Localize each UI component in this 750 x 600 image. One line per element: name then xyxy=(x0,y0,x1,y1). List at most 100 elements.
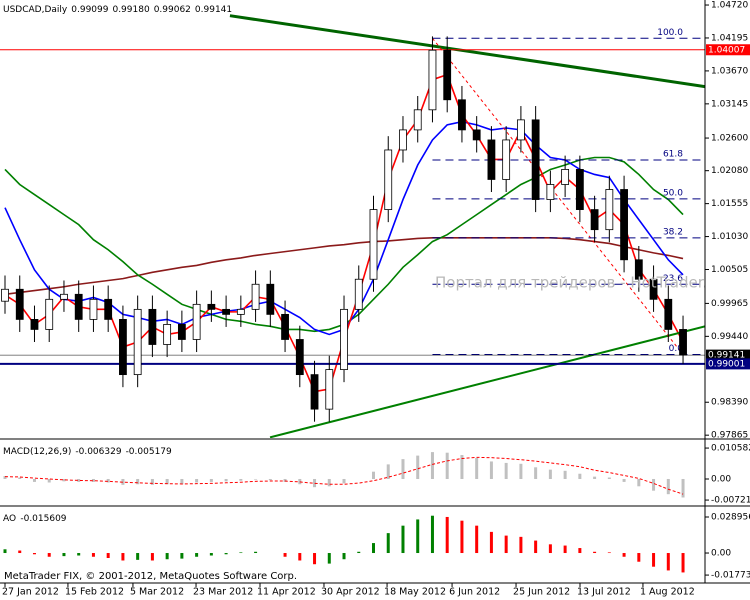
candle-body xyxy=(310,374,319,410)
candle-body xyxy=(590,209,599,231)
ao-bar xyxy=(430,515,434,554)
symbol-header: USDCAD,Daily 0.99099 0.99180 0.99062 0.99141 xyxy=(3,5,232,15)
macd-bar xyxy=(372,471,375,479)
macd-bar xyxy=(416,455,420,479)
fibo-label: 61.8 xyxy=(663,150,683,160)
candle-body xyxy=(1,288,9,302)
ao-bar xyxy=(666,553,670,571)
macd-bar xyxy=(209,478,213,482)
macd-bar xyxy=(342,478,346,484)
x-tick-label: 30 Apr 2012 xyxy=(321,587,380,598)
macd-bar xyxy=(534,467,538,479)
ohlc-open: 0.99099 xyxy=(71,5,108,15)
macd-bar xyxy=(121,478,125,485)
price-box xyxy=(706,349,750,361)
ao-bar xyxy=(578,548,582,554)
ao-bar xyxy=(62,553,66,557)
candle-body xyxy=(60,293,68,300)
macd-value: -0.006329 xyxy=(75,447,121,457)
ao-bar xyxy=(283,553,287,557)
ao-bar xyxy=(106,553,110,558)
macd-bar xyxy=(77,478,81,482)
ao-bar xyxy=(534,540,538,554)
candle-body xyxy=(222,308,231,315)
ao-bar xyxy=(342,553,346,560)
candle-body xyxy=(575,169,584,210)
y-tick-label: 0.99440 xyxy=(711,332,748,342)
candle-body xyxy=(384,149,393,210)
ao-bar xyxy=(681,553,685,573)
macd-bar xyxy=(32,478,36,482)
panel xyxy=(3,452,685,498)
ao-bar xyxy=(504,535,508,554)
macd-bar xyxy=(578,473,582,479)
macd-bar xyxy=(460,455,464,479)
candle-body xyxy=(325,369,334,410)
price-box xyxy=(706,358,750,370)
signal-value: -0.005179 xyxy=(126,447,172,457)
ohlc-low: 0.99062 xyxy=(154,5,191,15)
x-tick-label: 6 Jun 2012 xyxy=(449,587,500,598)
candle-body xyxy=(649,278,658,300)
y-tick-label: 1.04720 xyxy=(711,1,748,11)
x-tick-label: 23 Mar 2012 xyxy=(193,587,253,598)
ao-bar xyxy=(489,531,493,554)
y-tick-label: 1.01030 xyxy=(711,232,748,242)
candle-body xyxy=(634,259,643,280)
ao-bar xyxy=(401,525,405,554)
price-box-label: 1.04007 xyxy=(708,45,745,55)
y-tick-label: 1.03670 xyxy=(711,66,748,76)
ao-bar xyxy=(18,550,22,554)
macd-bar xyxy=(519,463,523,479)
candle-body xyxy=(104,298,113,320)
candle-body xyxy=(369,209,378,280)
ao-bar xyxy=(165,553,169,560)
candle-body xyxy=(45,298,54,330)
ao-bar xyxy=(416,519,420,554)
candle-body xyxy=(664,298,673,330)
trendline xyxy=(269,325,705,438)
price-box-label: 0.99141 xyxy=(708,351,745,361)
candle-body xyxy=(340,308,348,371)
ao-bar xyxy=(372,543,375,554)
candle-body xyxy=(295,339,304,376)
candle-body xyxy=(531,119,540,200)
macd-header: MACD(12,26,9) -0.006329 -0.005179 xyxy=(3,447,172,457)
x-tick-label: 15 Feb 2012 xyxy=(65,587,124,598)
macd-bar xyxy=(195,478,199,483)
macd-bar xyxy=(386,464,390,479)
candle-body xyxy=(207,303,216,310)
ao-bar xyxy=(150,553,154,561)
ohlc-high: 0.99180 xyxy=(112,5,149,15)
macd-bar xyxy=(18,477,22,479)
candle-body xyxy=(443,49,452,101)
macd-bar xyxy=(150,478,154,485)
macd-bar xyxy=(681,478,685,498)
y-tick-label: 1.02600 xyxy=(711,134,748,144)
candle-body xyxy=(546,184,555,200)
macd-bar xyxy=(401,459,405,479)
macd-bar xyxy=(430,452,434,479)
macd-bar xyxy=(504,462,508,479)
ao-bar xyxy=(313,553,317,565)
copyright: MetaTrader FIX, © 2001-2012, MetaQuotes … xyxy=(4,571,297,582)
macd-bar xyxy=(563,470,567,479)
macd-bar xyxy=(593,476,597,479)
candle-body xyxy=(89,298,98,320)
x-tick-label: 18 May 2012 xyxy=(384,587,446,598)
candle-body xyxy=(458,99,466,131)
ao-bar xyxy=(32,553,36,555)
candle-body xyxy=(281,313,289,340)
panel xyxy=(3,515,685,573)
macd-bar xyxy=(445,452,449,479)
macd-bar xyxy=(3,476,7,479)
ao-bar xyxy=(475,525,479,554)
watermark: Портал для трейдеров - HotTrader.ru xyxy=(435,274,723,292)
ao-bar xyxy=(445,516,449,554)
macd-bar xyxy=(224,478,228,482)
macd-bar xyxy=(254,478,258,480)
ao-bar xyxy=(254,551,258,554)
x-tick-label: 27 Jan 2012 xyxy=(2,587,59,598)
